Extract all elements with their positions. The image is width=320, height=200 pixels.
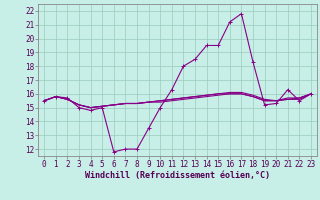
- X-axis label: Windchill (Refroidissement éolien,°C): Windchill (Refroidissement éolien,°C): [85, 171, 270, 180]
